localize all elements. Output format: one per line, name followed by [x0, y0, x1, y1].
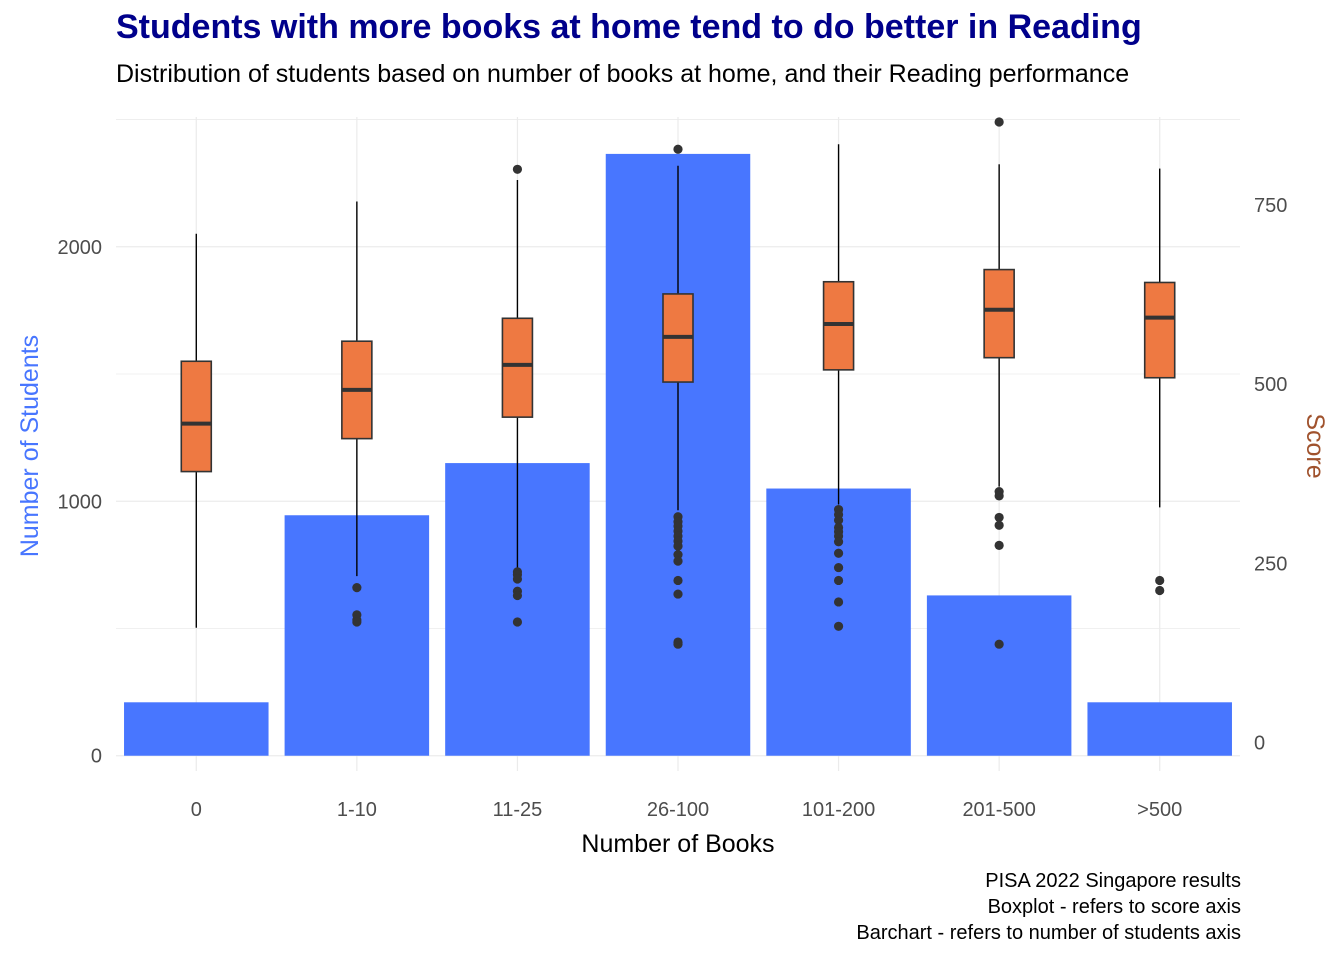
outlier-point	[673, 556, 683, 566]
outlier-point	[512, 617, 523, 627]
outlier-point	[994, 512, 1004, 523]
bar-201-500	[926, 595, 1072, 756]
outlier-point	[833, 548, 844, 558]
chart-subtitle: Distribution of students based on number…	[116, 60, 1130, 88]
y2-tick-label: 0	[1254, 732, 1265, 754]
x-tick-label: 1-10	[337, 799, 377, 821]
outlier-point	[994, 491, 1004, 501]
box-0	[180, 360, 213, 473]
outlier-point	[833, 621, 844, 631]
boxplot-series	[180, 117, 1176, 649]
outlier-point	[1155, 585, 1165, 596]
outlier-point	[673, 541, 683, 551]
x-tick-label: 26-100	[647, 799, 709, 821]
caption-line: PISA 2022 Singapore results	[985, 870, 1241, 892]
y-axis-title: Number of Students	[16, 335, 44, 557]
outlier-point	[352, 583, 362, 593]
y-tick-label: 0	[91, 746, 102, 768]
x-tick-label: 101-200	[802, 799, 875, 821]
outlier-point	[673, 575, 683, 586]
outlier-point	[833, 575, 844, 586]
y-tick-label: 2000	[58, 237, 103, 259]
outlier-point	[673, 144, 683, 154]
box->500	[1143, 281, 1176, 379]
outlier-point	[673, 589, 683, 599]
outlier-point	[833, 537, 844, 547]
secondary-y-axis-title: Score	[1301, 413, 1329, 478]
outlier-point	[1155, 575, 1165, 586]
outlier-point	[994, 520, 1004, 530]
outlier-point	[673, 639, 683, 649]
box-201-500	[983, 268, 1015, 359]
outlier-point	[994, 639, 1004, 649]
y2-tick-label: 250	[1254, 553, 1287, 575]
outlier-point	[352, 617, 362, 627]
y2-tick-label: 750	[1254, 195, 1287, 217]
chart-title: Students with more books at home tend to…	[116, 8, 1142, 46]
caption-line: Barchart - refers to number of students …	[856, 922, 1241, 944]
y2-tick-label: 500	[1254, 374, 1287, 396]
y-tick-label: 1000	[58, 491, 103, 513]
outlier-point	[512, 590, 523, 601]
chart-caption: PISA 2022 Singapore results Boxplot - re…	[856, 868, 1241, 946]
outlier-point	[833, 562, 844, 573]
outlier-point	[833, 515, 844, 525]
outlier-point	[994, 540, 1004, 550]
x-axis-title: Number of Books	[581, 830, 774, 858]
x-tick-label: >500	[1137, 799, 1182, 821]
bar->500	[1087, 702, 1232, 756]
box-11-25	[501, 317, 534, 418]
caption-line: Boxplot - refers to score axis	[987, 896, 1241, 918]
bar-0	[124, 702, 269, 756]
axes: 0 1000 2000 0 250 500 750 0 1-10 11-25 26-100 101-2…	[58, 195, 1288, 821]
outlier-point	[673, 550, 683, 560]
x-tick-label: 0	[191, 799, 202, 821]
outlier-point	[512, 164, 523, 174]
outlier-point	[833, 597, 844, 607]
x-tick-label: 201-500	[962, 799, 1035, 821]
x-tick-label: 11-25	[493, 799, 543, 821]
outlier-point	[994, 117, 1004, 127]
outlier-point	[512, 574, 523, 584]
